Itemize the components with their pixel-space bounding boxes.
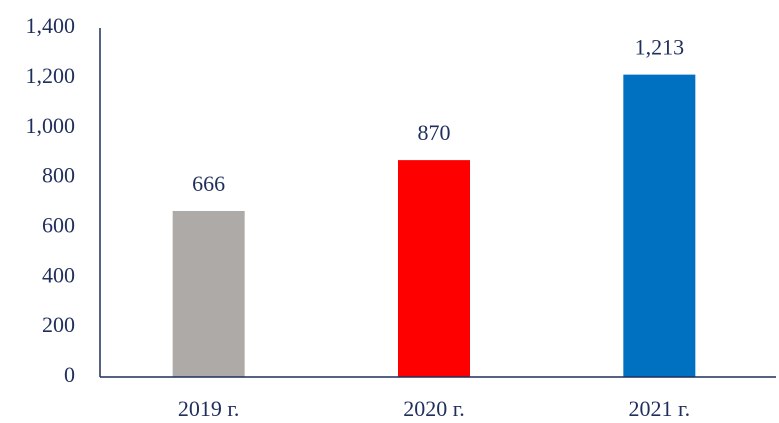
y-tick-label: 800 [42,163,75,188]
x-tick-label: 2019 г. [178,396,240,421]
data-label: 870 [418,120,451,145]
y-tick-label: 1,000 [26,113,76,138]
x-tick-label: 2020 г. [403,396,465,421]
bar [172,210,245,377]
y-tick-label: 400 [42,262,75,287]
bar [398,160,470,377]
data-label: 666 [192,171,225,196]
y-tick-label: 200 [42,312,75,337]
y-tick-label: 1,200 [26,63,76,88]
data-label: 1,213 [635,35,685,60]
x-tick-label: 2021 г. [629,396,691,421]
y-tick-label: 1,400 [26,13,76,38]
y-tick-label: 0 [64,362,75,387]
bar [623,74,696,378]
y-tick-label: 600 [42,212,75,237]
